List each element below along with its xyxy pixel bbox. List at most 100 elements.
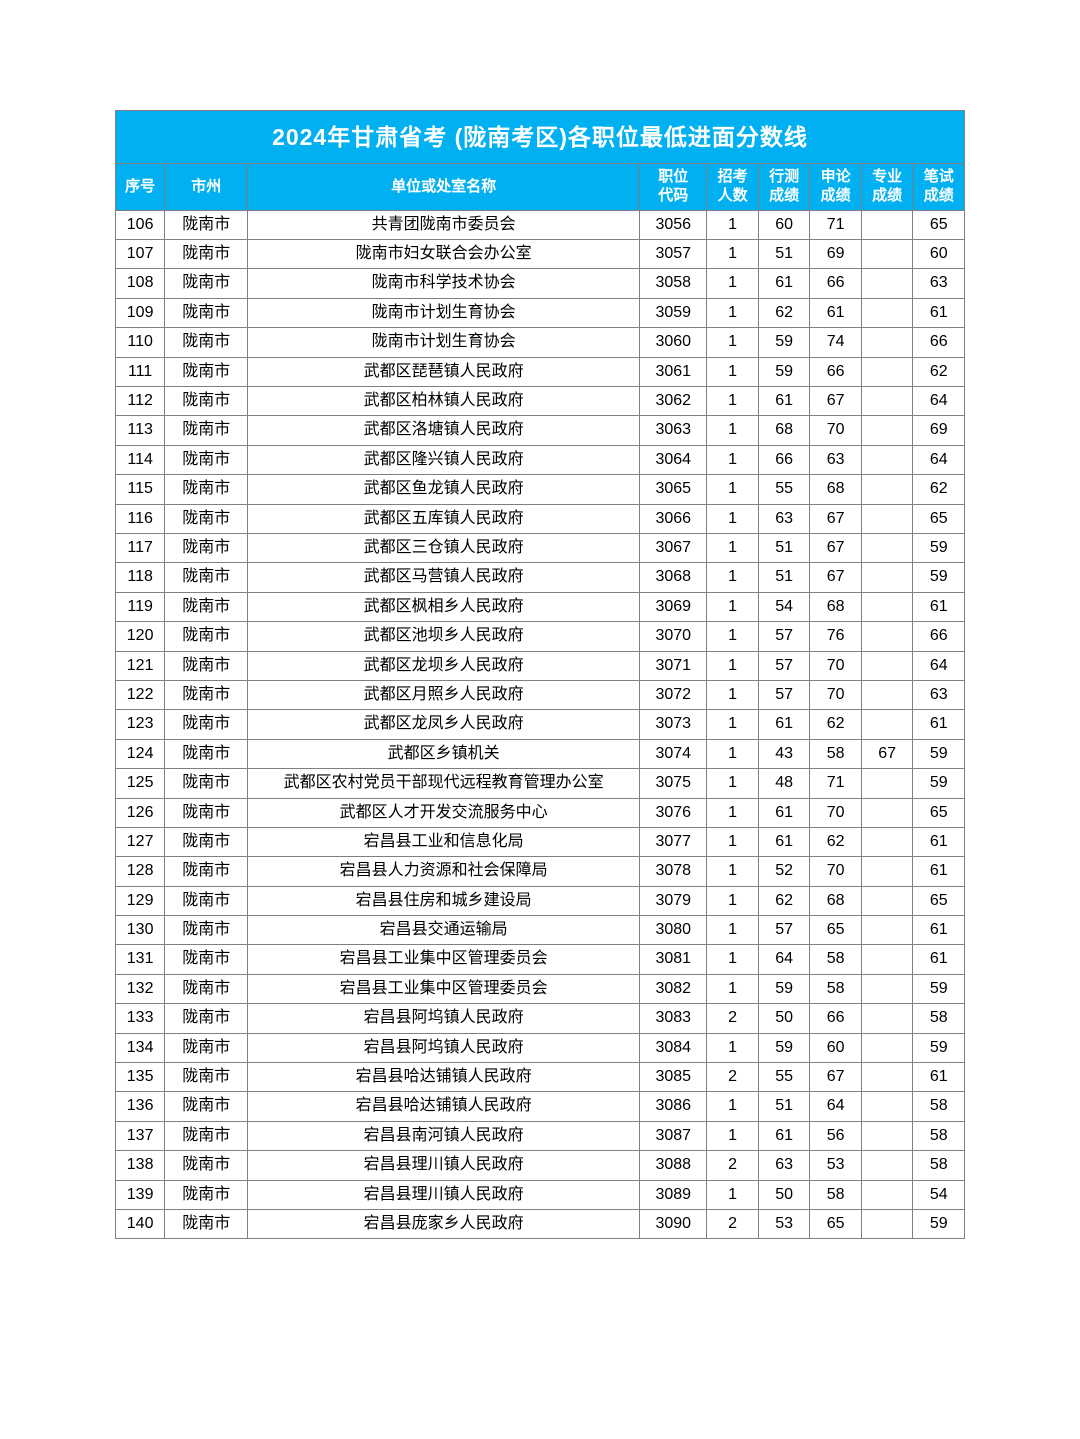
table-cell: 59: [913, 1209, 965, 1238]
table-cell: 71: [810, 769, 862, 798]
table-row: 107陇南市陇南市妇女联合会办公室30571516960: [116, 240, 965, 269]
table-cell: 陇南市: [165, 1209, 248, 1238]
table-cell: [861, 769, 913, 798]
table-row: 120陇南市武都区池坝乡人民政府30701577666: [116, 622, 965, 651]
table-cell: 武都区洛塘镇人民政府: [248, 416, 640, 445]
table-cell: 124: [116, 739, 165, 768]
table-cell: 61: [913, 1063, 965, 1092]
table-cell: 116: [116, 504, 165, 533]
table-cell: [861, 416, 913, 445]
table-cell: 3060: [640, 328, 707, 357]
table-cell: 54: [913, 1180, 965, 1209]
table-cell: [861, 622, 913, 651]
table-cell: 131: [116, 945, 165, 974]
table-cell: 陇南市: [165, 857, 248, 886]
table-cell: 陇南市: [165, 680, 248, 709]
table-cell: 63: [758, 504, 810, 533]
table-cell: 宕昌县工业集中区管理委员会: [248, 945, 640, 974]
table-cell: 3057: [640, 240, 707, 269]
table-cell: 陇南市: [165, 328, 248, 357]
table-cell: 70: [810, 680, 862, 709]
col-header-xingce: 行测成绩: [758, 164, 810, 211]
table-cell: 58: [913, 1151, 965, 1180]
table-cell: 66: [810, 357, 862, 386]
table-cell: 58: [810, 974, 862, 1003]
col-header-code: 职位代码: [640, 164, 707, 211]
table-row: 130陇南市宕昌县交通运输局30801576561: [116, 916, 965, 945]
table-row: 138陇南市宕昌县理川镇人民政府30882635358: [116, 1151, 965, 1180]
table-cell: 58: [810, 1180, 862, 1209]
table-cell: 59: [758, 357, 810, 386]
table-cell: 陇南市妇女联合会办公室: [248, 240, 640, 269]
table-cell: 63: [913, 269, 965, 298]
table-cell: 109: [116, 298, 165, 327]
table-cell: 114: [116, 445, 165, 474]
table-cell: 1: [707, 974, 759, 1003]
table-row: 123陇南市武都区龙凤乡人民政府30731616261: [116, 710, 965, 739]
table-row: 122陇南市武都区月照乡人民政府30721577063: [116, 680, 965, 709]
table-cell: 61: [758, 387, 810, 416]
table-cell: 61: [913, 827, 965, 856]
table-cell: [861, 533, 913, 562]
table-cell: 67: [861, 739, 913, 768]
table-cell: 3075: [640, 769, 707, 798]
table-cell: 66: [810, 269, 862, 298]
table-cell: 53: [758, 1209, 810, 1238]
table-cell: 70: [810, 416, 862, 445]
table-row: 119陇南市武都区枫相乡人民政府30691546861: [116, 592, 965, 621]
table-cell: 3080: [640, 916, 707, 945]
table-cell: 陇南市: [165, 827, 248, 856]
table-cell: 陇南市计划生育协会: [248, 298, 640, 327]
table-cell: 3087: [640, 1121, 707, 1150]
table-cell: 68: [810, 475, 862, 504]
table-cell: 3090: [640, 1209, 707, 1238]
table-cell: 3079: [640, 886, 707, 915]
table-cell: [861, 298, 913, 327]
table-cell: 宕昌县庞家乡人民政府: [248, 1209, 640, 1238]
table-cell: 3056: [640, 210, 707, 239]
table-cell: 1: [707, 210, 759, 239]
table-cell: 宕昌县阿坞镇人民政府: [248, 1004, 640, 1033]
table-cell: 陇南市: [165, 1180, 248, 1209]
table-row: 131陇南市宕昌县工业集中区管理委员会30811645861: [116, 945, 965, 974]
table-cell: 74: [810, 328, 862, 357]
table-cell: 陇南市: [165, 974, 248, 1003]
table-row: 135陇南市宕昌县哈达铺镇人民政府30852556761: [116, 1063, 965, 1092]
table-cell: 113: [116, 416, 165, 445]
table-cell: 66: [913, 622, 965, 651]
table-body: 106陇南市共青团陇南市委员会30561607165107陇南市陇南市妇女联合会…: [116, 210, 965, 1239]
table-row: 118陇南市武都区马营镇人民政府30681516759: [116, 563, 965, 592]
table-cell: 3061: [640, 357, 707, 386]
table-row: 137陇南市宕昌县南河镇人民政府30871615658: [116, 1121, 965, 1150]
table-cell: 1: [707, 504, 759, 533]
table-cell: 1: [707, 533, 759, 562]
table-cell: 59: [758, 328, 810, 357]
table-cell: 58: [913, 1092, 965, 1121]
table-cell: 1: [707, 563, 759, 592]
table-cell: 129: [116, 886, 165, 915]
table-cell: 3065: [640, 475, 707, 504]
table-cell: 武都区农村党员干部现代远程教育管理办公室: [248, 769, 640, 798]
table-cell: 陇南市: [165, 1033, 248, 1062]
table-row: 132陇南市宕昌县工业集中区管理委员会30821595859: [116, 974, 965, 1003]
table-cell: 2: [707, 1063, 759, 1092]
table-cell: 61: [758, 1121, 810, 1150]
table-cell: 3062: [640, 387, 707, 416]
table-cell: 62: [913, 475, 965, 504]
table-cell: 1: [707, 445, 759, 474]
table-cell: 1: [707, 1121, 759, 1150]
table-cell: [861, 1209, 913, 1238]
table-cell: 65: [913, 886, 965, 915]
table-cell: 1: [707, 710, 759, 739]
table-cell: 57: [758, 651, 810, 680]
table-cell: 112: [116, 387, 165, 416]
table-row: 121陇南市武都区龙坝乡人民政府30711577064: [116, 651, 965, 680]
table-cell: 126: [116, 798, 165, 827]
table-cell: 武都区枫相乡人民政府: [248, 592, 640, 621]
table-cell: 110: [116, 328, 165, 357]
table-cell: 陇南市: [165, 710, 248, 739]
table-cell: 61: [913, 945, 965, 974]
table-cell: 陇南市: [165, 387, 248, 416]
header-row: 序号 市州 单位或处室名称 职位代码 招考人数 行测成绩 申论成绩 专业成绩 笔…: [116, 164, 965, 211]
table-cell: 陇南市: [165, 945, 248, 974]
